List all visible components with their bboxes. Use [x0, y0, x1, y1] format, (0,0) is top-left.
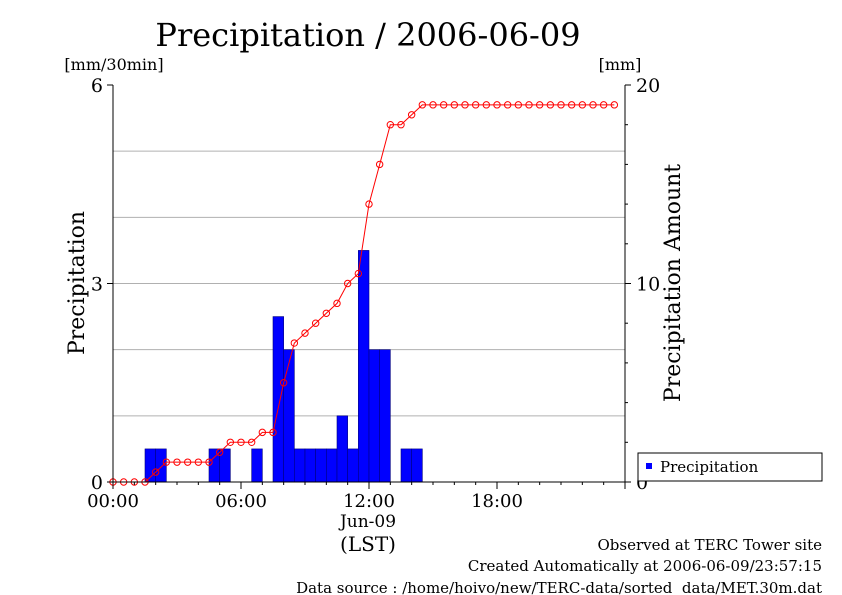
legend-box	[637, 452, 823, 482]
legend-label: Precipitation	[660, 458, 759, 476]
x-tick-label: 18:00	[471, 491, 523, 512]
right-axis-title: Precipitation Amount	[661, 164, 686, 402]
amount-point	[386, 121, 395, 129]
amount-point	[151, 468, 160, 476]
amount-point	[429, 101, 437, 109]
precipitation-bar	[368, 349, 380, 483]
amount-point	[407, 111, 416, 119]
amount-point	[311, 319, 320, 327]
left-axis-title: Precipitation	[65, 211, 90, 355]
amount-point	[599, 101, 608, 109]
amount-point	[237, 438, 245, 446]
amount-point	[461, 101, 469, 109]
precipitation-bar	[358, 250, 370, 483]
amount-point	[343, 279, 352, 288]
amount-point	[418, 101, 427, 109]
right-tick-label: 20	[636, 75, 660, 97]
amount-point	[279, 379, 288, 387]
precipitation-bar	[347, 448, 359, 483]
amount-point	[546, 101, 555, 109]
footer-data-source: Data source : /home/hoivo/new/TERC-data/…	[296, 579, 822, 595]
amount-point	[471, 101, 480, 109]
amount-point	[375, 160, 384, 169]
footer-observed: Observed at TERC Tower site	[597, 536, 822, 554]
precipitation-bar	[411, 448, 423, 483]
amount-point	[258, 428, 267, 437]
amount-point	[354, 269, 363, 278]
x-tick-label: 00:00	[87, 491, 139, 512]
precipitation-bar	[400, 448, 412, 483]
x-axis-unit-label: (LST)	[340, 532, 396, 556]
amount-point	[514, 101, 523, 109]
amount-point	[247, 438, 256, 446]
amount-line	[113, 104, 615, 483]
precipitation-bar	[283, 349, 295, 483]
x-tick-label: 06:00	[215, 491, 267, 512]
amount-point	[269, 428, 277, 437]
amount-point	[333, 299, 341, 308]
left-tick-label: 0	[91, 472, 103, 494]
amount-point	[397, 121, 405, 129]
amount-point	[610, 101, 619, 109]
left-tick-label: 6	[91, 75, 103, 97]
amount-point	[322, 309, 331, 317]
amount-point	[301, 329, 309, 337]
precipitation-bar	[315, 448, 327, 483]
precipitation-bars	[144, 250, 423, 483]
amount-point	[194, 458, 203, 466]
amount-point	[226, 438, 235, 446]
precipitation-bar	[219, 448, 231, 483]
amount-point	[183, 458, 192, 466]
right-axis-unit: [mm]	[599, 55, 642, 74]
precipitation-bar	[336, 415, 348, 483]
footer-created: Created Automatically at 2006-06-09/23:5…	[468, 557, 822, 575]
amount-point	[589, 101, 597, 109]
amount-point	[439, 101, 448, 109]
precipitation-bar	[326, 448, 338, 483]
amount-point	[205, 458, 213, 466]
legend: Precipitation	[637, 452, 823, 482]
x-tick-label: 12:00	[343, 491, 395, 512]
precipitation-bar	[251, 448, 263, 483]
precipitation-bar	[379, 349, 391, 483]
precipitation-bar	[294, 448, 306, 483]
amount-point	[503, 101, 512, 109]
amount-point	[535, 101, 544, 109]
amount-point	[215, 448, 224, 456]
amount-point	[482, 101, 491, 109]
left-tick-label: 3	[91, 274, 103, 296]
chart-title: Precipitation / 2006-06-09	[155, 16, 580, 54]
amount-point	[578, 101, 587, 109]
amount-point	[290, 339, 299, 347]
amount-point	[162, 458, 171, 466]
x-axis-date-label: Jun-09	[338, 512, 396, 532]
amount-point	[525, 101, 533, 109]
amount-point	[365, 200, 373, 208]
amount-point	[493, 101, 501, 109]
amount-point	[567, 101, 576, 109]
right-tick-label: 10	[636, 274, 660, 296]
legend-swatch	[646, 463, 652, 469]
precipitation-bar	[272, 316, 284, 483]
amount-point	[557, 101, 565, 109]
left-axis-unit: [mm/30min]	[64, 55, 163, 74]
precipitation-bar	[304, 448, 316, 483]
amount-point	[450, 101, 459, 109]
amount-point	[173, 458, 181, 466]
